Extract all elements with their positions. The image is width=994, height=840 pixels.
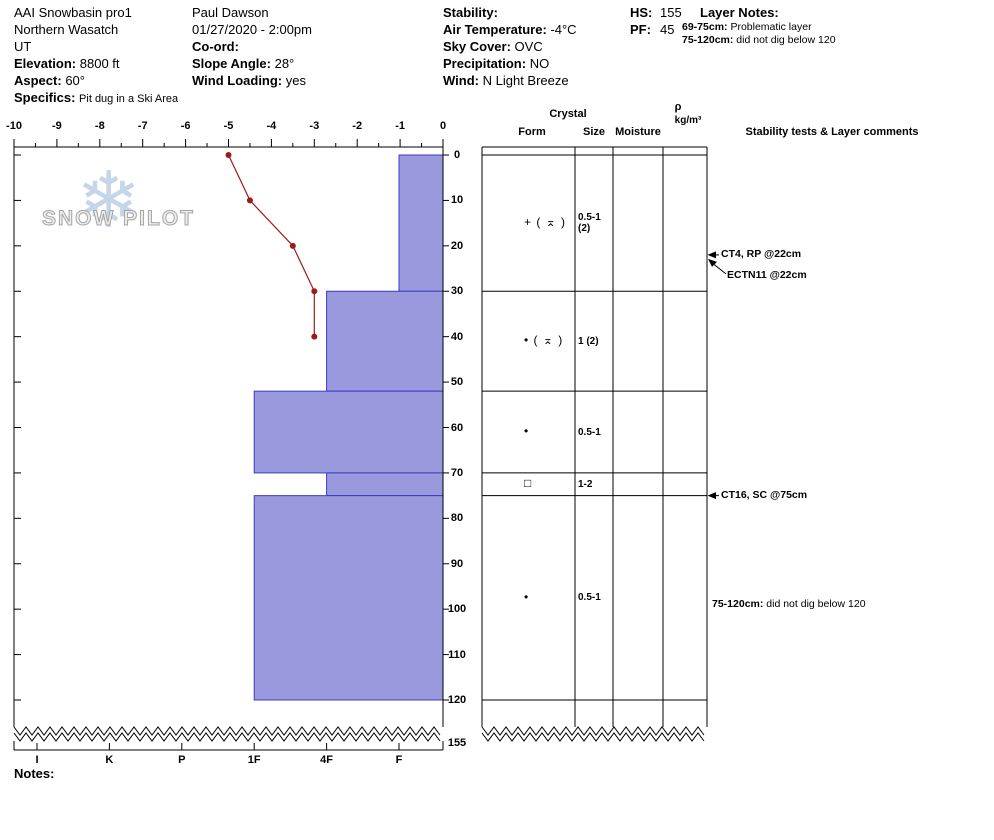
temperature-point-5 [311, 333, 318, 340]
elevation-row: Elevation: 8800 ft [14, 55, 178, 72]
range-name: Northern Wasatch [14, 22, 119, 37]
pf-label: PF: [630, 22, 651, 37]
watermark-text: SNOW PILOT [42, 207, 195, 231]
observer-name: Paul Dawson [192, 5, 269, 20]
stability-row: Stability: [443, 4, 577, 21]
layer-note-text: Problematic layer [730, 21, 812, 33]
snowflake-icon: ❄ [76, 156, 142, 244]
depth-break-zigzag [13, 732, 441, 742]
temperature-point-1 [225, 152, 232, 158]
layer-notes-block: Layer Notes: 69-75cm: Problematic layer … [682, 4, 836, 47]
layer-bar-2 [326, 290, 444, 392]
test-arrow-head [707, 492, 716, 500]
hs-label: HS: [630, 5, 653, 20]
depth-break-zigzag [481, 726, 705, 736]
site-info-block: AAI Snowbasin pro1 Northern Wasatch UT E… [14, 4, 178, 108]
depth-break-zigzag [481, 732, 705, 742]
temperature-point-2 [246, 197, 253, 204]
conditions-block: Stability: Air Temperature: -4°C Sky Cov… [443, 4, 577, 89]
pf-row: PF: 45 [630, 21, 682, 38]
temperature-point-3 [289, 242, 296, 249]
observer-info-block: Paul Dawson 01/27/2020 - 2:00pm Co-ord: … [192, 4, 312, 89]
layer-bar-1 [398, 154, 444, 292]
layer-note-range: 69-75cm: [682, 21, 728, 33]
layer-bar-5 [253, 495, 444, 701]
specifics-value: Pit dug in a Ski Area [79, 93, 179, 105]
layer-bar-3 [253, 390, 444, 474]
sky-cover-value: OVC [514, 39, 543, 54]
wind-value: N Light Breeze [482, 73, 569, 88]
air-temp-row: Air Temperature: -4°C [443, 21, 577, 38]
hs-value: 155 [660, 5, 682, 20]
test-arrow-head [708, 258, 717, 267]
wind-label: Wind: [443, 73, 479, 88]
pf-value: 45 [660, 22, 675, 37]
slope-angle-value: 28° [274, 56, 295, 71]
pit-name: AAI Snowbasin pro1 [14, 5, 132, 20]
layer-note-range: 75-120cm: [682, 34, 734, 46]
test-arrow-line [711, 262, 727, 275]
layer-note: 75-120cm: did not dig below 120 [682, 34, 836, 47]
depth-break-zigzag [13, 726, 441, 736]
specifics-label: Specifics: [14, 90, 76, 105]
layer-notes-title: Layer Notes: [700, 4, 836, 21]
precipitation-value: NO [529, 56, 550, 71]
slope-angle-row: Slope Angle: 28° [192, 55, 312, 72]
totals-block: HS: 155 PF: 45 [630, 4, 682, 38]
layer-note-text: did not dig below 120 [736, 34, 836, 46]
aspect-label: Aspect: [14, 73, 62, 88]
observation-datetime: 01/27/2020 - 2:00pm [192, 22, 312, 37]
precipitation-label: Precipitation: [443, 56, 527, 71]
hs-row: HS: 155 [630, 4, 682, 21]
test-arrow-head [707, 251, 716, 259]
temperature-point-4 [311, 288, 318, 295]
stability-label: Stability: [443, 5, 498, 20]
temperature-line [227, 154, 315, 337]
elevation-label: Elevation: [14, 56, 77, 71]
coord-label: Co-ord: [192, 39, 239, 54]
state-name: UT [14, 39, 32, 54]
aspect-row: Aspect: 60° [14, 72, 178, 89]
layer-bar-4 [326, 472, 444, 497]
wind-loading-row: Wind Loading: yes [192, 72, 312, 89]
snowpilot-watermark: ❄ SNOW PILOT [40, 161, 215, 270]
air-temp-label: Air Temperature: [443, 22, 547, 37]
layer-notes-title-text: Layer Notes: [700, 5, 779, 20]
sky-cover-row: Sky Cover: OVC [443, 38, 577, 55]
sky-cover-label: Sky Cover: [443, 39, 511, 54]
layer-note: 69-75cm: Problematic layer [682, 21, 836, 34]
specifics-row: Specifics: Pit dug in a Ski Area [14, 89, 178, 108]
slope-angle-label: Slope Angle: [192, 56, 271, 71]
precipitation-row: Precipitation: NO [443, 55, 577, 72]
notes-label: Notes: [14, 766, 55, 781]
aspect-value: 60° [65, 73, 85, 88]
wind-loading-label: Wind Loading: [192, 73, 283, 88]
air-temp-value: -4°C [550, 22, 577, 37]
wind-row: Wind: N Light Breeze [443, 72, 577, 89]
elevation-value: 8800 ft [79, 56, 120, 71]
wind-loading-value: yes [285, 73, 306, 88]
coord-row: Co-ord: [192, 38, 312, 55]
